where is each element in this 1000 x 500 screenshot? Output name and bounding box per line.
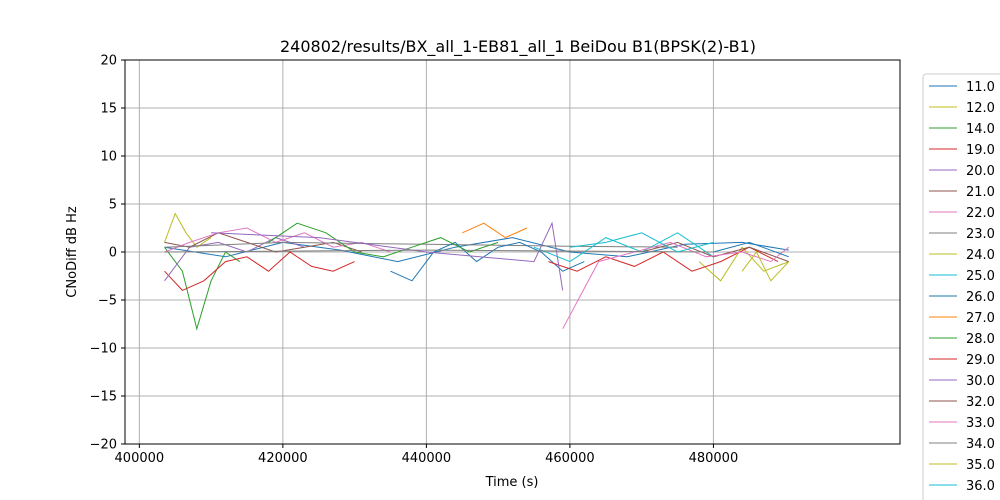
y-tick-label: −15 [90,390,117,405]
legend-label: 20.0 [966,164,995,179]
legend-label: 19.0 [966,143,995,158]
chart-title: 240802/results/BX_all_1-EB81_all_1 BeiDo… [280,37,756,57]
legend-label: 24.0 [966,248,995,263]
legend-label: 34.0 [966,437,995,452]
legend-label: 14.0 [966,122,995,137]
series-line-36-0 [569,232,714,253]
x-tick-label: 420000 [258,451,308,466]
series-line-25-0 [533,232,714,263]
legend-label: 21.0 [966,185,995,200]
series-line-34-0 [164,249,714,253]
legend: 11.0 12.0 14.0 19.0 20.0 21.0 22.0 23.0 24.0 25.0… [922,73,1000,500]
x-tick-label: 400000 [115,451,165,466]
y-tick-label: 20 [100,54,117,69]
series-line-23-0 [164,241,678,248]
y-tick-label: 15 [100,102,117,117]
legend-label: 27.0 [966,311,995,326]
legend-label: 35.0 [966,458,995,473]
x-axis-label: Time (s) [485,475,539,490]
series-line-26-0 [390,241,585,282]
series-line-35-0 [741,251,790,282]
series-line-37-0 [713,241,789,258]
y-tick-label: −5 [98,294,117,309]
legend-label: 29.0 [966,353,995,368]
legend-label: 11.0 [966,80,995,95]
series-layer [164,212,790,331]
legend-box [922,73,1000,500]
legend-label: 30.0 [966,374,995,389]
series-line-30-0 [211,221,564,291]
y-tick-label: −20 [90,438,117,453]
series-line-28-0 [268,222,499,258]
y-tick-label: 5 [109,198,117,213]
x-tick-label: 460000 [545,451,595,466]
x-tick-label: 440000 [402,451,452,466]
series-line-24-0 [698,246,789,282]
legend-label: 33.0 [966,416,995,431]
legend-label: 23.0 [966,227,995,242]
y-axis-label: CNoDiff dB Hz [65,206,80,298]
series-line-19-0 [164,251,355,292]
series-line-12-0 [164,212,212,248]
series-line-20-0 [164,237,305,282]
legend-label: 22.0 [966,206,995,221]
y-tick-label: −10 [90,342,117,357]
series-line-27-0 [462,222,528,239]
series-line-14-0 [164,246,241,331]
y-tick-label: 10 [100,150,117,165]
legend-label: 36.0 [966,479,995,494]
legend-label: 12.0 [966,101,995,116]
legend-label: 32.0 [966,395,995,410]
legend-label: 26.0 [966,290,995,305]
x-tick-label: 480000 [689,451,739,466]
legend-label: 25.0 [966,269,995,284]
ticks: 400000 420000 440000 460000 480000 −20 −15 −10 −… [90,54,739,467]
y-tick-label: 0 [109,246,117,261]
legend-label: 28.0 [966,332,995,347]
